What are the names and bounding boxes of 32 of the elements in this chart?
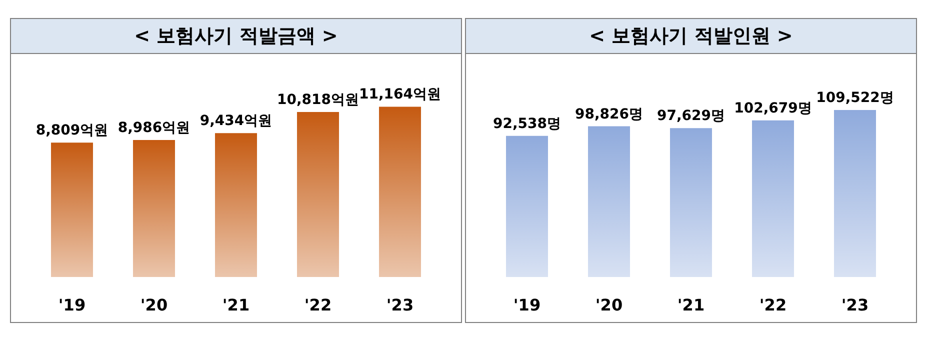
x-tick-label: '23 (386, 295, 414, 314)
bar (133, 140, 175, 277)
data-label: 8,986억원 (118, 120, 190, 136)
x-tick-label: '23 (841, 295, 869, 314)
data-label: 8,809억원 (36, 122, 108, 139)
data-label: 98,826명 (574, 106, 644, 122)
x-tick-label: '20 (595, 295, 623, 314)
bar (588, 126, 630, 277)
x-tick-label: '19 (58, 295, 86, 314)
x-tick-label: '22 (759, 295, 787, 314)
bar (506, 136, 548, 277)
bar (51, 142, 93, 277)
x-tick-label: '22 (304, 295, 332, 314)
x-tick-label: '21 (677, 295, 705, 314)
data-label: 11,164억원 (358, 86, 442, 103)
data-label: 97,629명 (656, 108, 726, 124)
data-label: 10,818억원 (276, 92, 360, 108)
data-label: 109,522명 (816, 90, 894, 106)
chart-title: < 보험사기 적발금액 > (11, 19, 461, 54)
data-label: 9,434억원 (200, 113, 272, 130)
x-tick-label: '20 (140, 295, 168, 314)
bar (297, 112, 339, 277)
data-label: 102,679명 (734, 100, 812, 116)
bar (670, 128, 712, 277)
bar (752, 120, 794, 277)
data-label: 92,538명 (492, 116, 562, 132)
x-tick-label: '21 (222, 295, 250, 314)
x-tick-label: '19 (513, 295, 541, 314)
bar (834, 110, 876, 277)
bar (215, 133, 257, 277)
chart-title: < 보험사기 적발인원 > (466, 19, 916, 54)
bar (379, 106, 421, 277)
